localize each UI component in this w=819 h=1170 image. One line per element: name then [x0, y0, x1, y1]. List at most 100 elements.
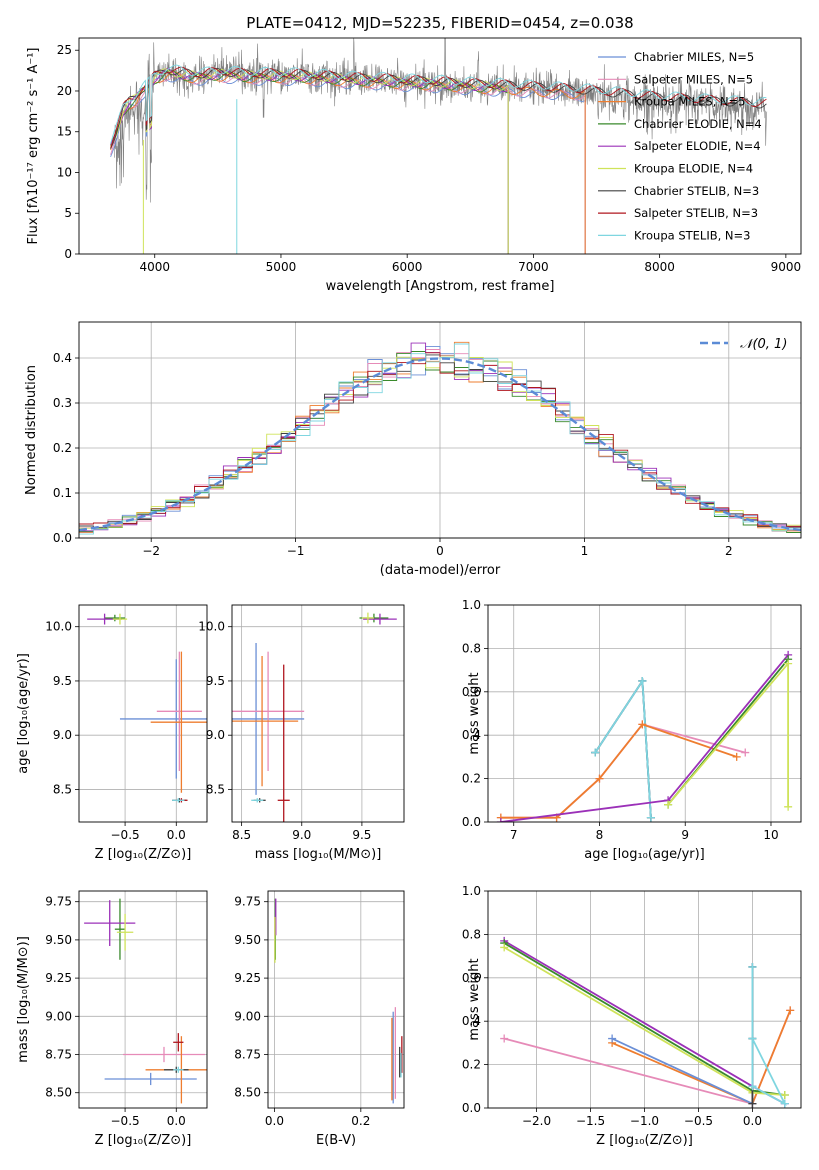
- errorbar-point: [150, 651, 207, 793]
- x-axis-label: E(B-V): [316, 1133, 356, 1148]
- massweight_vs_Z-plot-area: [500, 936, 795, 1108]
- y-tick-label: 9.00: [234, 1009, 261, 1023]
- y-tick-label: 0.8: [462, 641, 481, 655]
- y-tick-label: 9.0: [206, 728, 225, 742]
- mass_vs_EBV-panel: 0.0 0.2 8.50 8.75 9.00 9.25 9.50 9.75 E(B-V): [234, 890, 405, 1148]
- x-axis-label: Z [log₁₀(Z/Z⊙)]: [95, 1133, 192, 1148]
- plus-marker: [595, 774, 604, 783]
- legend-entry: 𝒩(0, 1): [740, 337, 787, 352]
- axes-frame: [267, 890, 405, 1109]
- axes-frame: [231, 604, 405, 823]
- errorbar-point: [232, 642, 305, 795]
- y-tick-label: 1.0: [462, 598, 481, 612]
- y-tick-label: 0.8: [462, 927, 481, 941]
- errorbar-point: [173, 1066, 184, 1073]
- y-tick-label: 8.75: [45, 1048, 72, 1062]
- y-tick-label: 25: [57, 43, 72, 57]
- plus-marker: [591, 748, 600, 757]
- y-tick-label: 0.2: [462, 772, 481, 786]
- x-tick-label: 8000: [644, 260, 675, 274]
- model-line: [110, 67, 767, 150]
- massweight_vs_age-plot-area: [496, 650, 793, 822]
- legend-entry: Chabrier ELODIE, N=4: [634, 117, 762, 131]
- legend-entry: Kroupa STELIB, N=3: [634, 228, 751, 242]
- plus-marker: [500, 943, 509, 952]
- x-tick-label: −2.0: [522, 1114, 551, 1128]
- plus-marker: [638, 676, 647, 685]
- errorbar-point: [173, 1033, 184, 1052]
- errorbar-point: [116, 913, 134, 951]
- y-tick-label: 1.0: [462, 884, 481, 898]
- errorbar-point: [251, 798, 264, 803]
- x-tick-label: 10: [763, 828, 778, 842]
- x-tick-label: 9.0: [292, 828, 311, 842]
- plus-marker: [646, 813, 655, 822]
- y-tick-label: 5: [64, 206, 72, 220]
- errorbar-point: [84, 900, 136, 947]
- plus-marker: [608, 1034, 617, 1043]
- x-tick-label: 8.5: [232, 828, 251, 842]
- axes-frame: [78, 604, 208, 823]
- y-tick-label: 9.00: [45, 1009, 72, 1023]
- model-line: [110, 75, 585, 157]
- x-tick-label: 0.0: [167, 828, 186, 842]
- y-axis-label: Flux [fλ10⁻¹⁷ erg cm⁻² s⁻¹ A⁻¹]: [26, 48, 41, 245]
- x-tick-label: −1: [287, 544, 305, 558]
- errorbar-point: [156, 651, 202, 772]
- y-tick-label: 9.50: [234, 933, 261, 947]
- axes-frame: [78, 321, 802, 539]
- y-tick-label: 9.75: [45, 895, 72, 909]
- legend-entry: Chabrier STELIB, N=3: [634, 184, 759, 198]
- massweight_vs_Z-panel: −2.0 −1.5 −1.0 −0.5 0.0 0.0 0.2 0.4 0.6 0.8 1.0 Z […: [462, 884, 802, 1148]
- y-tick-label: 9.25: [234, 971, 261, 985]
- plus-marker: [786, 1006, 795, 1015]
- x-tick-label: 0: [436, 544, 444, 558]
- plus-marker: [500, 1034, 509, 1043]
- legend: 𝒩(0, 1): [700, 337, 787, 352]
- weight-line: [500, 654, 789, 822]
- y-tick-label: 8.5: [53, 782, 72, 796]
- legend-entry: Salpeter ELODIE, N=4: [634, 139, 761, 153]
- x-tick-label: 0.0: [167, 1114, 186, 1128]
- y-tick-label: 0: [64, 247, 72, 261]
- model-line: [110, 68, 509, 147]
- x-tick-label: −1.5: [576, 1114, 605, 1128]
- massweight_vs_age-panel: 7 8 9 10 0.0 0.2 0.4 0.6 0.8 1.0 age [log₁₀(age/yr…: [462, 598, 802, 862]
- model-line: [110, 66, 767, 149]
- chart-title: PLATE=0412, MJD=52235, FIBERID=0454, z=0…: [246, 14, 633, 32]
- mass_vs_EBV-plot-area: [274, 898, 403, 1104]
- errorbar-point: [232, 651, 305, 772]
- spectrum-panel: 4000 5000 6000 7000 8000 9000 0 5 10 15 20 25 wavele…: [26, 14, 802, 294]
- plus-marker: [638, 720, 647, 729]
- x-tick-label: 4000: [139, 260, 170, 274]
- residuals-plot-area: [79, 341, 801, 535]
- y-tick-label: 8.50: [45, 1086, 72, 1100]
- x-tick-label: −1.0: [630, 1114, 659, 1128]
- plus-marker: [748, 1082, 757, 1091]
- gaussian-curve: [79, 357, 801, 532]
- residuals-panel: −2 −1 0 1 2 0.0 0.1 0.2 0.3 0.4 (data-model)/error…: [24, 321, 802, 578]
- x-tick-label: 1: [581, 544, 589, 558]
- plus-marker: [664, 800, 673, 809]
- mass_vs_Z-panel: −0.5 0.0 8.50 8.75 9.00 9.25 9.50 9.75 Z [log₁₀(…: [16, 890, 208, 1148]
- x-tick-label: 7000: [518, 260, 549, 274]
- y-tick-label: 9.5: [206, 674, 225, 688]
- plus-marker: [784, 802, 793, 811]
- plus-marker: [748, 1099, 757, 1108]
- axes-frame: [78, 37, 802, 255]
- plus-marker: [784, 659, 793, 668]
- plus-marker: [741, 748, 750, 757]
- y-tick-label: 0.0: [462, 1101, 481, 1115]
- x-tick-label: 7: [510, 828, 518, 842]
- y-tick-label: 0.0: [462, 815, 481, 829]
- axes-frame: [487, 604, 802, 823]
- y-tick-label: 8.50: [234, 1086, 261, 1100]
- y-tick-label: 10.0: [45, 620, 72, 634]
- x-tick-label: 2: [725, 544, 733, 558]
- y-tick-label: 10: [57, 165, 72, 179]
- age_vs_mass-plot-area: [232, 612, 397, 822]
- model-line: [110, 64, 767, 144]
- errorbar-point: [114, 898, 126, 960]
- y-axis-label: age [log₁₀(age/yr)]: [16, 653, 31, 774]
